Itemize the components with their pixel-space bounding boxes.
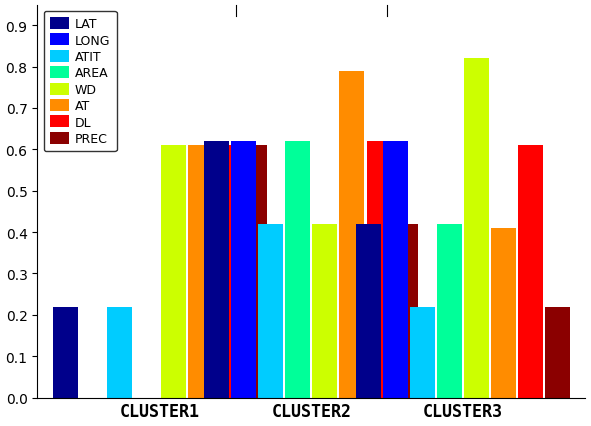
Bar — [545, 307, 570, 397]
Bar — [339, 72, 365, 397]
Bar — [356, 225, 381, 397]
Bar — [394, 225, 418, 397]
Bar — [437, 225, 462, 397]
Bar — [410, 307, 435, 397]
Bar — [231, 142, 256, 397]
Bar — [464, 59, 489, 397]
Bar — [285, 142, 310, 397]
Bar — [242, 146, 267, 397]
Bar — [518, 146, 543, 397]
Legend: LAT, LONG, ATIT, AREA, WD, AT, DL, PREC: LAT, LONG, ATIT, AREA, WD, AT, DL, PREC — [44, 12, 116, 152]
Bar — [215, 146, 240, 397]
Bar — [161, 146, 186, 397]
Bar — [258, 225, 283, 397]
Bar — [107, 307, 132, 397]
Bar — [53, 307, 77, 397]
Bar — [383, 142, 408, 397]
Bar — [366, 142, 391, 397]
Bar — [188, 146, 213, 397]
Bar — [491, 228, 516, 397]
Bar — [204, 142, 229, 397]
Bar — [313, 225, 337, 397]
